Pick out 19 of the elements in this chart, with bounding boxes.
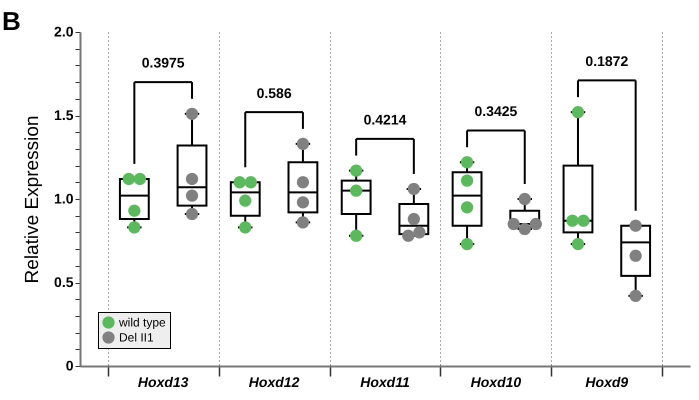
x-tick-label: Hoxd11 bbox=[360, 374, 410, 390]
annotation: 0.586 bbox=[256, 84, 292, 101]
legend-label: wild type bbox=[118, 316, 166, 330]
y-tick-label: 0 bbox=[66, 358, 74, 374]
y-tick-label: 0.5 bbox=[54, 274, 74, 290]
x-tick-label: Hoxd12 bbox=[248, 374, 300, 390]
annotation: 0.3425 bbox=[474, 103, 518, 120]
x-tick-label: Hoxd9 bbox=[585, 374, 628, 390]
y-tick-label: 1.5 bbox=[54, 107, 74, 123]
annotation: 0.3975 bbox=[142, 54, 185, 71]
x-tick-label: Hoxd10 bbox=[470, 374, 522, 390]
y-tick-label: 2.0 bbox=[54, 24, 74, 40]
legend-label: Del II1 bbox=[119, 330, 154, 344]
annotation: 0.4214 bbox=[364, 112, 407, 128]
x-tick-label: Hoxd13 bbox=[138, 374, 189, 390]
y-axis-title: Relative Expression bbox=[22, 116, 44, 284]
annotation: 0.1872 bbox=[585, 53, 628, 70]
chart-title: B bbox=[2, 6, 21, 36]
y-tick-label: 1.0 bbox=[54, 190, 74, 206]
